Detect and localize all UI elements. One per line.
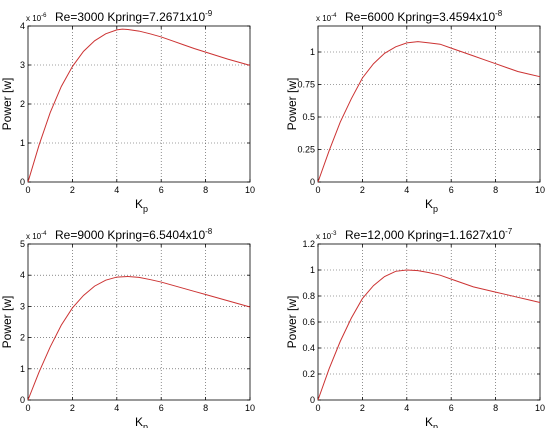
chart-title: Re=3000 Kpring=7.2671x10-9 <box>55 9 213 24</box>
y-tick-label: 0.4 <box>302 343 315 353</box>
y-tick-label: 0 <box>310 177 315 187</box>
x-tick-label: 4 <box>404 185 409 195</box>
chart-panel-2: 0 2 4 6 8 10 0 0.25 0.5 0.75 1 x 10-4 Re=6000 Kpring… <box>285 9 545 214</box>
x-tick-label: 6 <box>449 403 454 413</box>
x-tick-label: 4 <box>404 403 409 413</box>
y-tick-label: 3 <box>20 301 25 311</box>
x-tick-label: 10 <box>535 403 545 413</box>
x-tick-label: 2 <box>360 403 365 413</box>
axes-frame <box>27 243 251 401</box>
axes-frame <box>317 25 541 183</box>
x-tick-label: 10 <box>245 403 255 413</box>
x-axis-label: Kp <box>425 197 438 214</box>
plot-area <box>318 26 540 182</box>
y-tick-label: 4 <box>20 270 25 280</box>
x-tick-label: 0 <box>25 185 30 195</box>
series-line <box>27 28 251 183</box>
chart-title: Re=6000 Kpring=3.4594x10-8 <box>345 9 503 24</box>
y-axis-multiplier: x 10-4 <box>316 13 337 23</box>
y-tick-label: 0 <box>20 177 25 187</box>
y-axis-multiplier: x 10-6 <box>26 13 47 23</box>
chart-title: Re=12,000 Kpring=1.1627x10-7 <box>345 227 513 242</box>
y-axis-label: Power [w] <box>0 296 14 349</box>
y-tick-label: 3 <box>20 60 25 70</box>
series-line <box>317 41 541 183</box>
chart-panel-3: 0 2 4 6 8 10 0 1 2 3 4 5x 10-4 Re=9000 Kpring=6.5404… <box>0 227 255 428</box>
y-tick-label: 0 <box>20 395 25 405</box>
x-tick-label: 8 <box>203 185 208 195</box>
y-axis-multiplier: x 10-3 <box>316 231 337 241</box>
x-tick-label: 4 <box>114 185 119 195</box>
x-tick-label: 0 <box>25 403 30 413</box>
y-tick-label: 0.6 <box>302 317 315 327</box>
x-tick-label: 0 <box>315 185 320 195</box>
y-tick-label: 2 <box>20 99 25 109</box>
x-tick-label: 0 <box>315 403 320 413</box>
x-tick-label: 8 <box>203 403 208 413</box>
x-tick-label: 8 <box>493 403 498 413</box>
x-axis-label: Kp <box>425 415 438 428</box>
y-tick-label: 0.8 <box>302 291 315 301</box>
x-tick-label: 6 <box>159 185 164 195</box>
y-axis-label: Power [w] <box>0 78 14 131</box>
x-tick-label: 6 <box>449 185 454 195</box>
series-line <box>317 269 541 401</box>
x-tick-label: 2 <box>70 403 75 413</box>
x-tick-label: 10 <box>535 185 545 195</box>
y-tick-label: 1 <box>310 47 315 57</box>
x-axis-label: Kp <box>135 415 148 428</box>
y-tick-label: 1 <box>310 265 315 275</box>
chart-panel-4: 0 2 4 6 8 10 0 0.2 0.4 0.6 0.8 1 1.2x 10-3 Re=12,000 … <box>285 227 545 428</box>
y-tick-label: 1 <box>20 364 25 374</box>
x-tick-label: 2 <box>360 185 365 195</box>
y-tick-label: 0.75 <box>297 80 315 90</box>
x-tick-label: 2 <box>70 185 75 195</box>
series-line <box>27 275 251 401</box>
y-tick-label: 0.5 <box>302 112 315 122</box>
plot-area <box>28 244 250 400</box>
y-tick-label: 0 <box>310 395 315 405</box>
y-tick-label: 0.25 <box>297 145 315 155</box>
y-tick-label: 1.2 <box>302 239 315 249</box>
x-tick-label: 4 <box>114 403 119 413</box>
y-tick-label: 2 <box>20 333 25 343</box>
y-axis-label: Power [w] <box>285 78 299 131</box>
y-tick-label: 5 <box>20 239 25 249</box>
y-axis-multiplier: x 10-4 <box>26 231 47 241</box>
y-tick-label: 4 <box>20 21 25 31</box>
y-tick-label: 0.2 <box>302 369 315 379</box>
y-tick-label: 1 <box>20 138 25 148</box>
x-axis-label: Kp <box>135 197 148 214</box>
chart-title: Re=9000 Kpring=6.5404x10-8 <box>55 227 213 242</box>
x-tick-label: 10 <box>245 185 255 195</box>
x-tick-label: 6 <box>159 403 164 413</box>
x-tick-label: 8 <box>493 185 498 195</box>
y-axis-label: Power [w] <box>285 296 299 349</box>
